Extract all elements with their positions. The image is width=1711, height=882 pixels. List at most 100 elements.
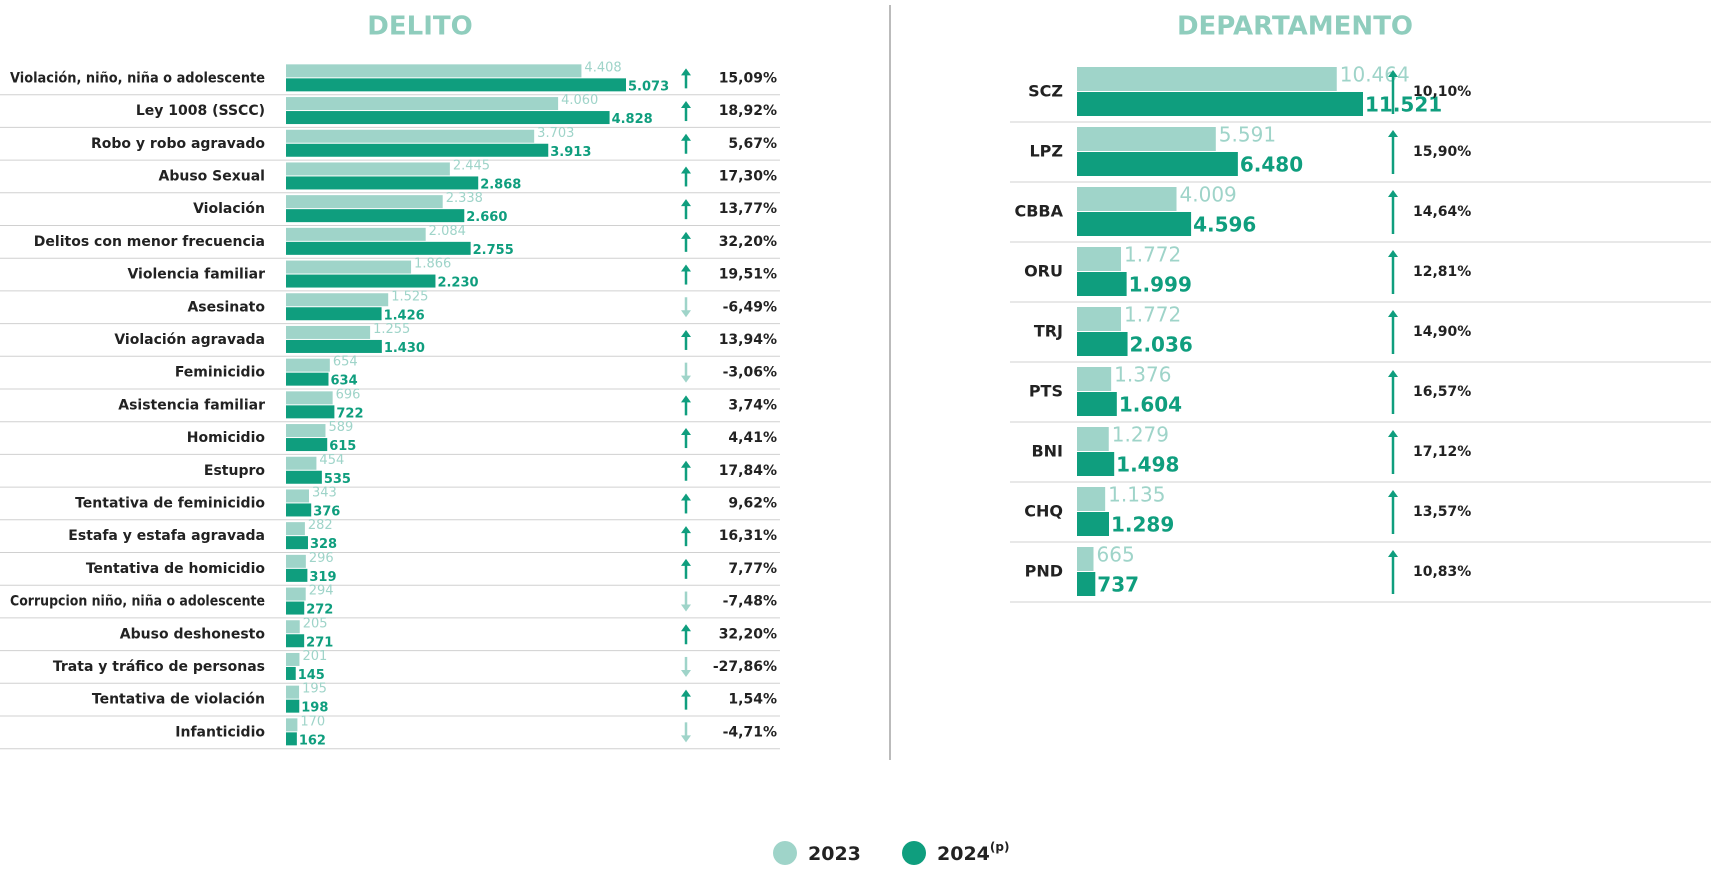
change-label: 16,31% <box>719 528 777 544</box>
value-label: 282 <box>308 518 333 533</box>
category-label: Feminicidio <box>175 365 266 381</box>
bar <box>286 587 306 601</box>
bar <box>1077 127 1216 151</box>
value-label: 2.338 <box>446 191 483 206</box>
value-label: 2.036 <box>1130 333 1193 357</box>
bar <box>286 652 300 666</box>
value-label: 2.868 <box>480 177 521 192</box>
value-label: 1.430 <box>384 341 425 356</box>
value-label: 2.445 <box>453 158 490 173</box>
bar <box>286 227 426 241</box>
category-label: Estafa y estafa agravada <box>68 528 265 544</box>
category-label: TRJ <box>1034 322 1063 341</box>
change-label: 17,30% <box>719 168 777 184</box>
bar <box>286 195 443 209</box>
value-label: 10.464 <box>1340 63 1410 87</box>
bar <box>1077 187 1177 211</box>
bar <box>286 424 326 438</box>
category-label: PTS <box>1029 382 1063 401</box>
arrow-head <box>681 669 691 677</box>
change-label: 15,90% <box>1413 144 1471 160</box>
arrow-head <box>1388 370 1398 377</box>
change-arrow <box>681 68 691 89</box>
value-label: 1.426 <box>384 308 425 323</box>
bar <box>1077 307 1121 331</box>
legend-note: (p) <box>990 840 1010 854</box>
category-label: Violación agravada <box>114 332 265 348</box>
arrow-head <box>681 624 691 632</box>
category-label: BNI <box>1031 442 1063 461</box>
value-label: 271 <box>306 635 333 650</box>
bar <box>286 503 312 517</box>
bar <box>286 522 305 536</box>
value-label: 615 <box>329 439 356 454</box>
arrow-head <box>1388 250 1398 257</box>
arrow-head <box>681 428 691 436</box>
value-label: 4.408 <box>584 60 621 75</box>
arrow-head <box>1388 430 1398 437</box>
change-arrow <box>681 264 691 285</box>
value-label: 4.060 <box>561 93 598 108</box>
category-label: Abuso Sexual <box>159 168 265 184</box>
change-label: 18,92% <box>719 103 777 119</box>
arrow-head <box>1388 550 1398 557</box>
category-label: Homicidio <box>187 430 266 446</box>
arrow-head <box>681 166 691 174</box>
change-label: 10,83% <box>1413 564 1471 580</box>
value-label: 696 <box>336 387 361 402</box>
change-arrow <box>1388 310 1398 354</box>
category-label: Ley 1008 (SSCC) <box>136 103 265 119</box>
bar <box>286 143 549 157</box>
change-label: 9,62% <box>728 495 777 511</box>
bar <box>286 176 479 190</box>
value-label: 1.604 <box>1119 393 1182 417</box>
arrow-head <box>681 199 691 207</box>
change-arrow <box>681 297 691 318</box>
change-label: 7,77% <box>728 561 777 577</box>
value-label: 1.255 <box>373 322 410 337</box>
arrow-head <box>681 375 691 383</box>
arrow-head <box>1388 190 1398 197</box>
change-arrow <box>1388 190 1398 234</box>
change-label: 10,10% <box>1413 84 1471 100</box>
bar <box>1077 152 1238 176</box>
value-label: 1.999 <box>1129 273 1192 297</box>
change-label: 4,41% <box>728 430 777 446</box>
value-label: 722 <box>336 406 363 421</box>
bar <box>286 718 298 732</box>
change-arrow <box>681 558 691 579</box>
change-label: 13,77% <box>719 201 777 217</box>
value-label: 2.230 <box>437 276 478 291</box>
arrow-head <box>681 558 691 566</box>
bar <box>286 620 300 634</box>
change-label: 13,57% <box>1413 504 1471 520</box>
category-label: Abuso deshonesto <box>120 626 266 642</box>
change-arrow <box>681 526 691 547</box>
change-label: 16,57% <box>1413 384 1471 400</box>
bar <box>286 97 559 111</box>
bar <box>286 405 335 419</box>
bar <box>286 438 328 452</box>
bar <box>1077 452 1115 476</box>
legend-swatch <box>902 841 926 865</box>
bar <box>1077 212 1192 236</box>
category-label: SCZ <box>1028 82 1063 101</box>
change-label: 17,84% <box>719 463 777 479</box>
change-arrow <box>1388 250 1398 294</box>
bar <box>286 456 317 470</box>
category-label: Violación <box>193 201 265 217</box>
value-label: 162 <box>299 733 326 748</box>
arrow-head <box>1388 490 1398 497</box>
bar <box>286 64 582 78</box>
value-label: 1.135 <box>1108 483 1165 507</box>
arrow-head <box>681 493 691 501</box>
value-label: 3.703 <box>537 126 574 141</box>
value-label: 535 <box>324 472 351 487</box>
bar <box>286 732 297 746</box>
value-label: 376 <box>313 504 340 519</box>
change-label: -3,06% <box>723 365 777 381</box>
category-label: Tentativa de violación <box>92 692 265 708</box>
value-label: 170 <box>300 714 325 729</box>
value-label: 665 <box>1097 543 1135 567</box>
value-label: 2.084 <box>429 224 466 239</box>
